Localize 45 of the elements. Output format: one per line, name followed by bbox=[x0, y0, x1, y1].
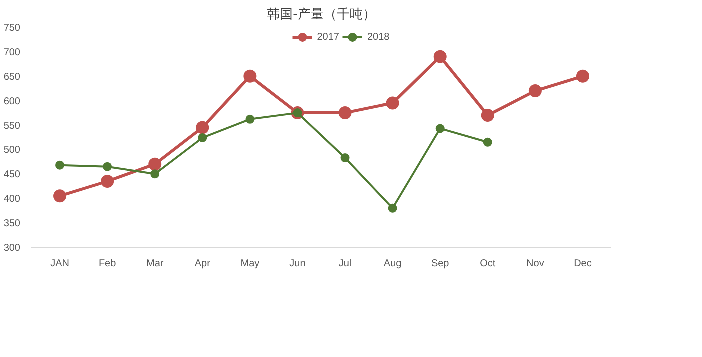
point bbox=[434, 50, 447, 64]
y-tick-label: 450 bbox=[4, 170, 21, 181]
point bbox=[436, 124, 445, 134]
point bbox=[198, 133, 208, 142]
x-tick-label: Nov bbox=[526, 258, 544, 270]
point bbox=[528, 84, 542, 98]
y-tick-label: 550 bbox=[4, 120, 21, 132]
point bbox=[246, 114, 255, 124]
x-tick-label: Mar bbox=[146, 258, 164, 270]
point bbox=[483, 138, 492, 147]
point bbox=[196, 121, 210, 134]
point bbox=[150, 170, 160, 179]
x-tick-label: Sep bbox=[431, 258, 450, 270]
x-tick-label: JAN bbox=[50, 258, 70, 270]
x-tick-label: Jul bbox=[338, 258, 352, 270]
point bbox=[576, 70, 590, 83]
y-tick-label: 700 bbox=[4, 47, 21, 58]
point bbox=[386, 96, 400, 110]
y-tick-label: 500 bbox=[4, 145, 21, 156]
point bbox=[338, 106, 352, 120]
point bbox=[481, 109, 494, 122]
point bbox=[388, 204, 398, 213]
y-tick-label: 600 bbox=[4, 96, 21, 108]
x-tick-label: Feb bbox=[98, 258, 117, 270]
point bbox=[340, 154, 350, 163]
point bbox=[56, 160, 65, 170]
y-tick-label: 400 bbox=[4, 194, 21, 206]
x-tick-label: Apr bbox=[194, 258, 212, 270]
y-tick-label: 350 bbox=[4, 218, 21, 230]
point bbox=[148, 158, 162, 171]
y-tick-label: 750 bbox=[4, 23, 21, 34]
point bbox=[244, 70, 257, 83]
x-tick-label: Dec bbox=[574, 258, 592, 270]
legend-label: 2017 bbox=[317, 32, 340, 42]
point bbox=[101, 175, 114, 188]
x-tick-label: Jun bbox=[290, 258, 306, 270]
chart-title: 韩国-产量（千吨） bbox=[267, 8, 376, 22]
point bbox=[103, 162, 112, 172]
y-tick-label: 650 bbox=[4, 72, 21, 83]
legend-label: 2018 bbox=[367, 32, 390, 42]
y-tick-label: 300 bbox=[4, 243, 21, 254]
x-tick-label: May bbox=[240, 258, 260, 270]
x-tick-label: Oct bbox=[480, 258, 496, 270]
point bbox=[54, 190, 67, 203]
x-tick-label: Aug bbox=[384, 258, 402, 270]
